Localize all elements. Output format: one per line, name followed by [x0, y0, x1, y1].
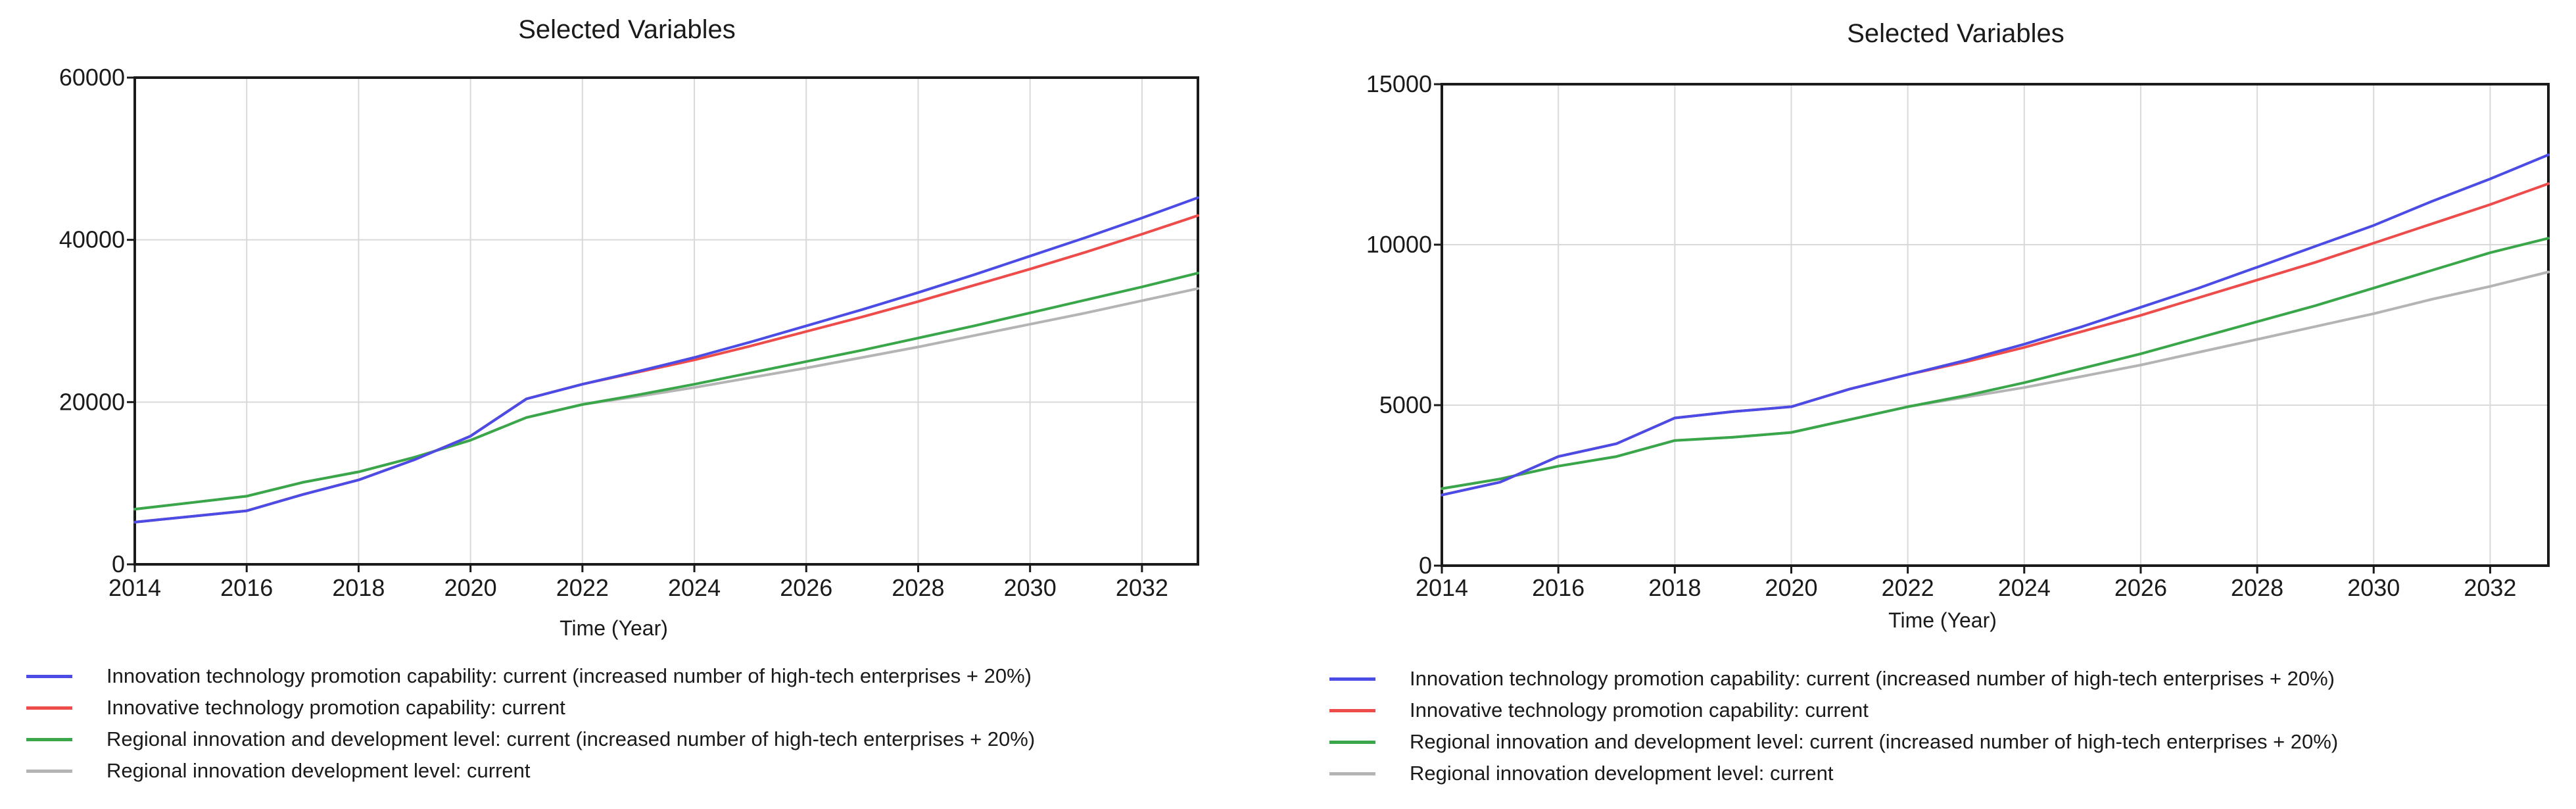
legend-swatch	[26, 706, 72, 710]
series-line-1	[1441, 153, 2550, 497]
x-tick-label: 2024	[668, 574, 721, 601]
legend-item: Innovation technology promotion capabili…	[26, 663, 1032, 689]
legend-label: Regional innovation development level: c…	[107, 759, 531, 782]
x-tick-label: 2020	[444, 574, 497, 601]
legend-item: Regional innovation and development leve…	[26, 726, 1035, 752]
x-tick-label: 2018	[332, 574, 385, 601]
x-tick-label: 2026	[2114, 574, 2167, 601]
series-line-1	[133, 196, 1199, 524]
series-line-2	[1441, 182, 2550, 497]
x-tick-label: 2032	[2464, 574, 2516, 601]
y-tick-label: 10000	[1366, 231, 1432, 258]
legend-label: Innovation technology promotion capabili…	[107, 664, 1032, 687]
x-tick-label: 2028	[892, 574, 944, 601]
legend-swatch	[1329, 708, 1375, 712]
x-axis-label: Time (Year)	[560, 616, 668, 640]
y-tick-label: 40000	[59, 226, 125, 253]
legend-item: Regional innovation development level: c…	[26, 758, 531, 784]
chart-right: Selected Variables 2014 2016 2018 2020 2022 20…	[1366, 19, 2550, 632]
legend-swatch	[1329, 740, 1375, 744]
legend-swatch	[26, 737, 72, 741]
y-tick-label: 5000	[1379, 391, 1432, 418]
legend-label: Innovation technology promotion capabili…	[1410, 667, 2335, 690]
chart-title: Selected Variables	[1847, 19, 2064, 48]
x-tick-label: 2028	[2231, 574, 2283, 601]
series-line-3	[133, 272, 1199, 511]
x-tick-label: 2022	[556, 574, 609, 601]
y-tick-label: 60000	[59, 64, 125, 91]
x-tick-label: 2032	[1116, 574, 1168, 601]
series-line-2	[133, 214, 1199, 524]
x-tick-label: 2014	[1416, 574, 1468, 601]
chart-title: Selected Variables	[518, 15, 736, 44]
legend-swatch	[1329, 677, 1375, 681]
chart-panel-left: Selected Variables 2014 2016 2018 2020 2022 20…	[0, 0, 1236, 809]
x-tick-label: 2018	[1648, 574, 1701, 601]
legend-label: Regional innovation and development leve…	[107, 727, 1036, 750]
legend-left: Innovation technology promotion capabili…	[26, 663, 1236, 795]
legend-label: Innovative technology promotion capabili…	[1410, 699, 1869, 722]
chart-left: Selected Variables 2014 2016 2018 2020 2022 20…	[59, 15, 1199, 640]
x-tick-label: 2020	[1765, 574, 1817, 601]
y-tick-label: 0	[112, 551, 125, 577]
plot-frame	[1441, 83, 2550, 567]
x-tick-label: 2014	[108, 574, 161, 601]
chart-panel-right: Selected Variables 2014 2016 2018 2020 2022 20…	[1289, 0, 2576, 809]
x-tick-label: 2016	[1532, 574, 1585, 601]
x-tick-label: 2030	[1004, 574, 1057, 601]
legend-item: Regional innovation and development leve…	[1329, 729, 2338, 755]
legend-item: Innovation technology promotion capabili…	[1329, 666, 2335, 692]
legend-right: Innovation technology promotion capabili…	[1329, 666, 2572, 797]
x-tick-label: 2026	[780, 574, 832, 601]
series-line-4	[1441, 270, 2550, 490]
legend-item: Innovative technology promotion capabili…	[1329, 697, 1869, 723]
x-tick-label: 2030	[2347, 574, 2400, 601]
legend-swatch	[26, 674, 72, 678]
legend-swatch	[26, 769, 72, 773]
legend-label: Regional innovation and development leve…	[1410, 730, 2339, 753]
legend-swatch	[1329, 772, 1375, 775]
x-tick-label: 2022	[1882, 574, 1934, 601]
y-tick-label: 15000	[1366, 70, 1432, 97]
series-line-4	[133, 287, 1199, 511]
plot-frame	[133, 76, 1199, 566]
series-line-3	[1441, 237, 2550, 490]
legend-label: Innovative technology promotion capabili…	[107, 696, 565, 719]
x-tick-label: 2024	[1998, 574, 2051, 601]
x-tick-label: 2016	[220, 574, 273, 601]
y-tick-label: 0	[1419, 552, 1432, 579]
legend-label: Regional innovation development level: c…	[1410, 762, 1834, 785]
y-tick-label: 20000	[59, 388, 125, 415]
legend-item: Innovative technology promotion capabili…	[26, 695, 565, 721]
legend-item: Regional innovation development level: c…	[1329, 760, 1834, 787]
x-axis-label: Time (Year)	[1888, 608, 1997, 632]
